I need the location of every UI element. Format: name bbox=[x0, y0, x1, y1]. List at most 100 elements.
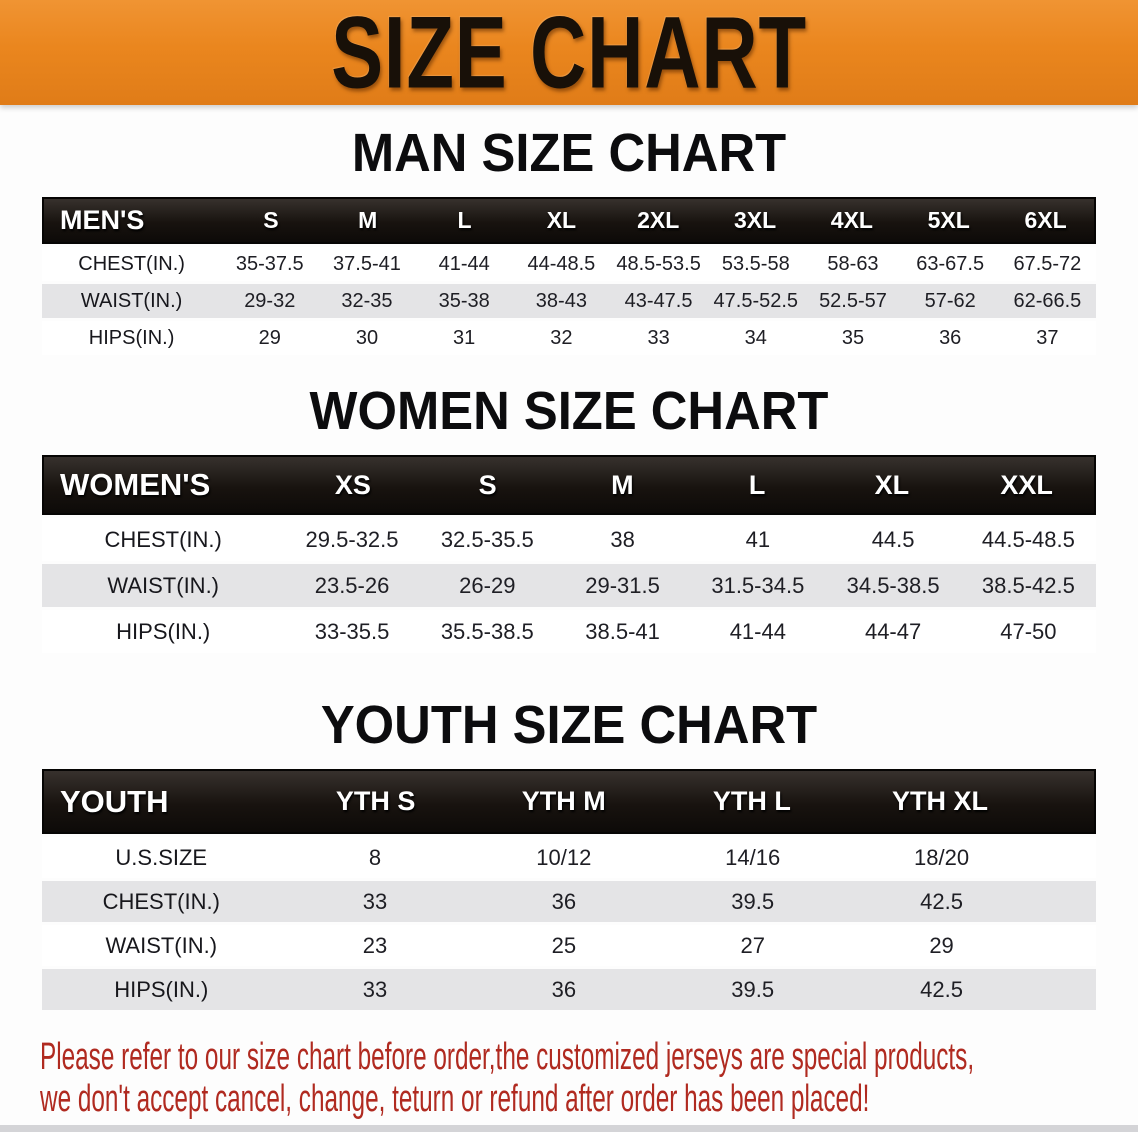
men-header-label: MEN'S bbox=[60, 205, 145, 235]
size-cell: 8 bbox=[368, 844, 382, 870]
size-column-header: YTH M bbox=[521, 786, 606, 816]
size-cell: 36 bbox=[551, 888, 577, 914]
size-cell: 36 bbox=[551, 976, 577, 1002]
size-column-header: XXL bbox=[1000, 469, 1053, 500]
size-cell: 25 bbox=[551, 932, 577, 958]
size-cell: 33 bbox=[647, 326, 670, 349]
row-label: HIPS(IN.) bbox=[116, 618, 211, 644]
youth-size-table: YOUTH YTH S YTH M YTH L YTH XL U.S.SIZE … bbox=[42, 769, 1096, 1010]
size-column-header: M bbox=[611, 469, 634, 500]
youth-table-header: YOUTH YTH S YTH M YTH L YTH XL bbox=[42, 769, 1096, 834]
size-cell: 35.5-38.5 bbox=[440, 618, 534, 644]
size-cell: 47.5-52.5 bbox=[713, 289, 799, 312]
size-cell: 37 bbox=[1036, 326, 1059, 349]
women-size-table: WOMEN'S XS S M L XL XXL CHEST(IN.) 29.5-… bbox=[42, 455, 1096, 653]
size-cell: 39.5 bbox=[731, 976, 775, 1002]
men-table-header: MEN'S S M L XL 2XL 3XL 4XL 5XL 6XL bbox=[42, 197, 1096, 244]
men-size-table: MEN'S S M L XL 2XL 3XL 4XL 5XL 6XL CHEST… bbox=[42, 197, 1096, 355]
size-column-header: YTH L bbox=[712, 786, 791, 816]
table-row: CHEST(IN.) 35-37.5 37.5-41 41-44 44-48.5… bbox=[42, 247, 1096, 281]
row-label: WAIST(IN.) bbox=[80, 289, 183, 312]
size-column-header: L bbox=[457, 207, 472, 233]
size-cell: 42.5 bbox=[920, 976, 963, 1002]
disclaimer: Please refer to our size chart before or… bbox=[40, 1036, 1138, 1120]
table-row: WAIST(IN.) 23.5-26 26-29 29-31.5 31.5-34… bbox=[42, 564, 1096, 607]
size-column-header: L bbox=[748, 469, 766, 500]
row-label: WAIST(IN.) bbox=[105, 932, 218, 958]
size-cell: 29-32 bbox=[244, 289, 296, 312]
row-label: WAIST(IN.) bbox=[107, 572, 220, 598]
size-cell: 31.5-34.5 bbox=[711, 572, 805, 598]
size-cell: 18/20 bbox=[914, 844, 970, 870]
size-column-header: XL bbox=[874, 469, 910, 500]
size-cell: 38-43 bbox=[535, 289, 587, 312]
men-heading: MAN SIZE CHART bbox=[351, 123, 787, 183]
size-cell: 67.5-72 bbox=[1013, 252, 1082, 275]
size-column-header: YTH S bbox=[335, 786, 416, 816]
row-label: CHEST(IN.) bbox=[104, 526, 222, 552]
size-cell: 35-38 bbox=[438, 289, 490, 312]
size-cell: 53.5-58 bbox=[721, 252, 790, 275]
disclaimer-line-2: we don't accept cancel, change, teturn o… bbox=[40, 1078, 870, 1120]
youth-header-label: YOUTH bbox=[60, 783, 169, 819]
size-cell: 57-62 bbox=[924, 289, 976, 312]
banner-title: SIZE CHART bbox=[331, 0, 807, 110]
size-cell: 38.5-41 bbox=[585, 618, 660, 644]
size-cell: 44-48.5 bbox=[527, 252, 596, 275]
row-label: HIPS(IN.) bbox=[114, 976, 209, 1002]
size-column-header: S bbox=[263, 207, 279, 233]
youth-heading: YOUTH SIZE CHART bbox=[320, 695, 818, 755]
size-cell: 36 bbox=[939, 326, 962, 349]
size-cell: 42.5 bbox=[920, 888, 963, 914]
size-column-header: YTH XL bbox=[891, 786, 988, 816]
size-cell: 38.5-42.5 bbox=[981, 572, 1075, 598]
bottom-edge-strip bbox=[0, 1125, 1138, 1132]
size-cell: 62-66.5 bbox=[1013, 289, 1082, 312]
size-cell: 32-35 bbox=[341, 289, 393, 312]
size-cell: 29 bbox=[929, 932, 954, 958]
size-column-header: 5XL bbox=[927, 207, 970, 233]
size-column-header: S bbox=[478, 469, 497, 500]
table-row: HIPS(IN.) 29 30 31 32 33 34 35 36 37 bbox=[42, 321, 1096, 355]
size-cell: 30 bbox=[355, 326, 379, 349]
youth-section: YOUTH SIZE CHART YOUTH YTH S YTH M YTH L… bbox=[0, 695, 1138, 1010]
size-cell: 44.5 bbox=[871, 526, 915, 552]
size-cell: 38 bbox=[610, 526, 635, 552]
size-cell: 34.5-38.5 bbox=[846, 572, 940, 598]
table-row: CHEST(IN.) 29.5-32.5 32.5-35.5 38 41 44.… bbox=[42, 518, 1096, 561]
size-cell: 29-31.5 bbox=[585, 572, 660, 598]
table-row: CHEST(IN.) 33 36 39.5 42.5 bbox=[42, 881, 1096, 922]
size-cell: 10/12 bbox=[536, 844, 592, 870]
size-cell: 33-35.5 bbox=[314, 618, 390, 644]
size-column-header: 3XL bbox=[733, 207, 777, 233]
size-cell: 39.5 bbox=[731, 888, 775, 914]
size-column-header: 4XL bbox=[830, 207, 873, 233]
size-cell: 29 bbox=[258, 326, 281, 349]
size-cell: 32 bbox=[550, 326, 573, 349]
size-cell: 52.5-57 bbox=[819, 289, 887, 312]
size-cell: 27 bbox=[740, 932, 765, 958]
banner: SIZE CHART bbox=[0, 0, 1138, 105]
size-cell: 35 bbox=[841, 326, 865, 349]
size-cell: 32.5-35.5 bbox=[440, 526, 534, 552]
table-row: HIPS(IN.) 33-35.5 35.5-38.5 38.5-41 41-4… bbox=[42, 610, 1096, 653]
row-label: CHEST(IN.) bbox=[102, 888, 220, 914]
table-row: WAIST(IN.) 23 25 27 29 bbox=[42, 925, 1096, 966]
size-cell: 48.5-53.5 bbox=[616, 252, 701, 275]
row-label: HIPS(IN.) bbox=[88, 326, 175, 349]
table-row: WAIST(IN.) 29-32 32-35 35-38 38-43 43-47… bbox=[42, 284, 1096, 318]
size-cell: 35-37.5 bbox=[235, 252, 304, 275]
size-cell: 29.5-32.5 bbox=[305, 526, 399, 552]
size-cell: 33 bbox=[362, 888, 388, 914]
women-section: WOMEN SIZE CHART WOMEN'S XS S M L XL XXL… bbox=[0, 384, 1138, 653]
size-column-header: 2XL bbox=[637, 207, 680, 233]
disclaimer-line-1: Please refer to our size chart before or… bbox=[40, 1036, 975, 1078]
size-cell: 37.5-41 bbox=[333, 252, 401, 275]
size-column-header: M bbox=[358, 207, 378, 233]
size-cell: 14/16 bbox=[725, 844, 781, 870]
row-label: U.S.SIZE bbox=[115, 844, 208, 870]
size-cell: 26-29 bbox=[459, 572, 516, 598]
size-cell: 33 bbox=[362, 976, 388, 1002]
size-cell: 23.5-26 bbox=[314, 572, 390, 598]
